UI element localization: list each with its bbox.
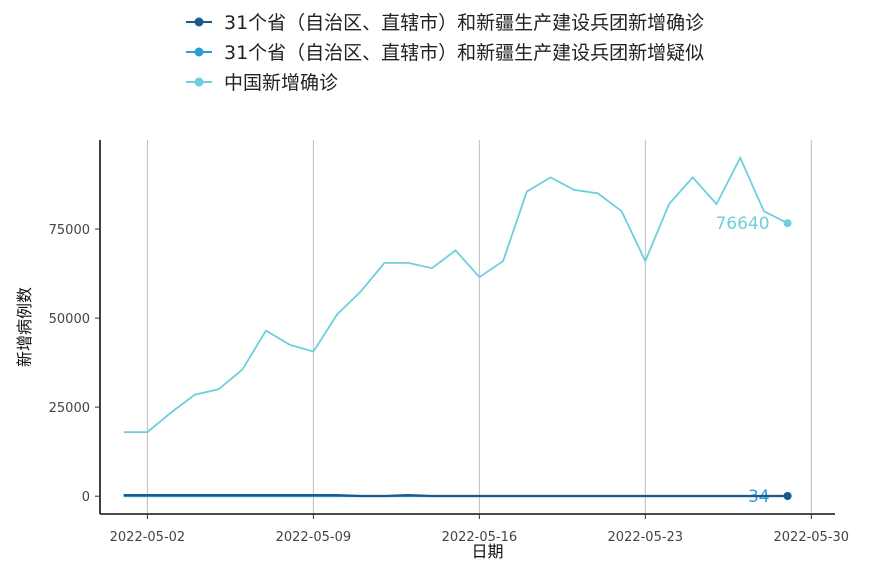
legend-item: 31个省（自治区、直辖市）和新疆生产建设兵团新增确诊	[186, 12, 704, 34]
series-line	[123, 155, 789, 434]
legend-label: 中国新增确诊	[224, 72, 338, 94]
legend-item: 中国新增确诊	[186, 72, 338, 94]
axes	[95, 140, 835, 519]
labels-layer: 2022-05-02 2022-05-09 2022-05-16 2022-05-23…	[49, 223, 849, 545]
series-end-point	[783, 219, 792, 228]
legend-swatch-point	[194, 47, 204, 57]
legend-swatch-point	[194, 77, 204, 87]
legend-item: 31个省（自治区、直辖市）和新疆生产建设兵团新增疑似	[186, 42, 704, 64]
legend: 31个省（自治区、直辖市）和新疆生产建设兵团新增确诊 31个省（自治区、直辖市）和…	[186, 12, 704, 94]
x-tick-label: 2022-05-09	[276, 530, 352, 545]
y-tick-label: 75000	[49, 223, 90, 238]
y-tick-label: 50000	[49, 312, 90, 327]
legend-label: 31个省（自治区、直辖市）和新疆生产建设兵团新增疑似	[224, 42, 704, 64]
series-line	[123, 493, 788, 498]
series-end-point	[783, 491, 792, 500]
legend-label: 31个省（自治区、直辖市）和新疆生产建设兵团新增确诊	[224, 12, 704, 34]
series-end-label: 76640	[715, 214, 769, 234]
vertical-gridlines	[146, 140, 812, 514]
x-tick-label: 2022-05-02	[110, 530, 186, 545]
x-tick-label: 2022-05-30	[774, 530, 850, 545]
y-tick-label: 25000	[49, 401, 90, 416]
y-axis-title: 新增病例数	[15, 287, 34, 367]
series-2: 76640	[123, 155, 792, 434]
x-tick-label: 2022-05-16	[442, 530, 518, 545]
y-tick-label: 0	[82, 490, 90, 505]
series-0	[123, 491, 792, 500]
legend-swatch-point	[194, 17, 204, 27]
x-tick-label: 2022-05-23	[608, 530, 684, 545]
x-axis-title: 日期	[471, 542, 503, 561]
